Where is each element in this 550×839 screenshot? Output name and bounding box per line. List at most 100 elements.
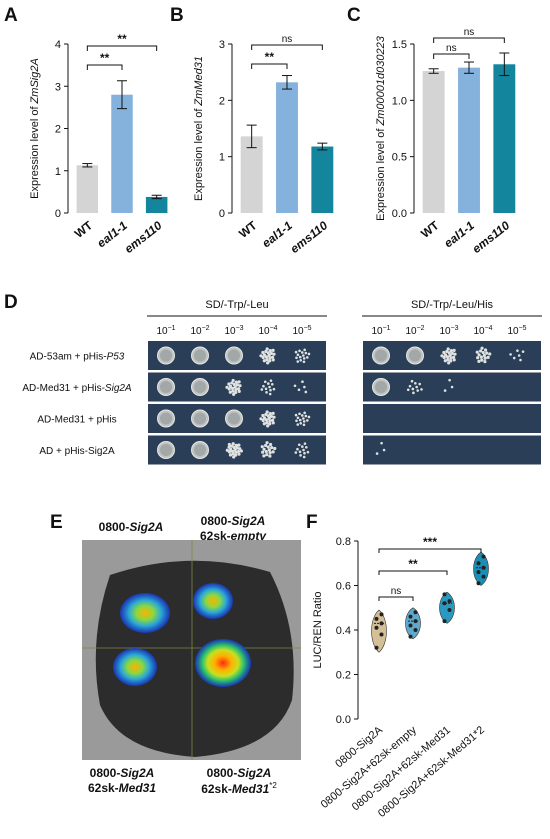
yeast-row-label-0: AD-53am + pHis-P53 (30, 352, 125, 363)
yeast-colony-dot (231, 389, 235, 393)
yeast-colony-dot (302, 448, 305, 452)
yeast-colony-dot (509, 353, 512, 356)
yeast-colony-dot (261, 450, 265, 454)
yeast-colony-dot (270, 382, 274, 386)
yeast-row-label-1: AD-Med31 + pHis-Sig2A (22, 383, 132, 394)
b-significance-label-1: ns (282, 34, 293, 45)
yeast-left-title: SD/-Trp/-Leu (205, 299, 268, 311)
yeast-colony-dot (443, 389, 447, 392)
yeast-colony-dot (406, 388, 410, 392)
yeast-colony-dot (230, 381, 234, 385)
yeast-colony-dot (420, 388, 423, 391)
yeast-colony-dot (297, 443, 301, 447)
b-bar-2 (311, 146, 334, 213)
a-y-tick-label: 0 (55, 208, 61, 220)
yeast-colony-dot (300, 445, 304, 448)
yeast-colony-dot (453, 352, 457, 356)
yeast-colony-dot (302, 360, 306, 364)
c-significance-label-0: ns (446, 43, 457, 54)
yeast-colony-dot (442, 355, 446, 360)
dilution-exponent: −4 (270, 325, 278, 332)
yeast-colony-dot (260, 388, 264, 391)
plate-strip-right-3 (363, 435, 541, 465)
b-significance-bracket-0 (251, 63, 288, 69)
dilution-exponent: −3 (451, 325, 459, 332)
yeast-colony-dot (445, 355, 450, 359)
yeast-colony-dot (268, 454, 272, 458)
yeast-colony-dot (230, 444, 234, 448)
c-y-tick-label: 1.5 (392, 39, 407, 51)
yeast-colony-dot (446, 347, 450, 351)
yeast-colony-dot (296, 447, 299, 451)
f-data-point (379, 632, 384, 637)
leaf-label-bottom-left: 0800-Sig2A 62sk-Med31 (87, 766, 157, 795)
b-significance-label-0: ** (265, 50, 275, 64)
dilution-exponent: −2 (202, 325, 210, 332)
yeast-colony-dot (264, 443, 268, 448)
b-significance-bracket-1 (251, 44, 323, 50)
yeast-colony-dot (446, 358, 450, 362)
yeast-colony-dot (517, 354, 521, 357)
yeast-row-label-gene: Sig2A (105, 383, 132, 394)
yeast-colony-dot (264, 449, 268, 454)
yeast-colony-dot (519, 358, 522, 362)
yeast-colony-spot-center (194, 349, 206, 362)
yeast-colony-dot (480, 358, 484, 362)
yeast-colony-dot (234, 380, 238, 384)
yeast-colony-dot (450, 385, 454, 389)
c-significance-label-1: ns (464, 27, 475, 38)
yeast-colony-dot (412, 391, 415, 395)
yeast-right-title: SD/-Trp/-Leu/His (411, 299, 494, 311)
f-significance-bracket-0 (378, 596, 414, 601)
yeast-colony-dot (265, 453, 269, 457)
yeast-colony-dot (271, 421, 275, 425)
f-y-tick-label: 0.8 (336, 536, 351, 548)
yeast-colony-dot (264, 412, 268, 417)
c-y-axis-label: Expression level of Zm00001d030223 (375, 35, 387, 221)
dilution-exponent: −5 (519, 325, 527, 332)
yeast-colony-dot (231, 442, 235, 446)
yeast-colony-dot (239, 449, 243, 453)
a-significance-bracket-1 (86, 45, 158, 51)
leaf-label-top-right: 0800-Sig2A 62sk-empty (199, 514, 267, 543)
yeast-colony-dot (264, 349, 268, 354)
yeast-colony-dot (418, 382, 421, 386)
yeast-colony-dot (236, 387, 241, 391)
yeast-colony-dot (479, 355, 483, 359)
c-y-tick-label: 0.0 (392, 208, 407, 220)
yeast-colony-dot (272, 415, 276, 419)
yeast-colony-dot (235, 446, 239, 450)
f-violin-0 (371, 609, 387, 653)
yeast-colony-dot (271, 411, 275, 416)
yeast-colony-dot (264, 387, 268, 391)
f-data-point (408, 623, 413, 628)
yeast-colony-dot (294, 451, 298, 454)
yeast-colony-dot (303, 442, 307, 445)
yeast-colony-dot (416, 389, 419, 392)
yeast-colony-dot (270, 418, 275, 422)
yeast-colony-dot (259, 354, 263, 358)
a-y-tick-label: 1 (55, 166, 61, 178)
plate-strip-right-0 (363, 341, 541, 370)
yeast-colony-dot (234, 387, 238, 392)
yeast-colony-dot (293, 384, 297, 388)
yeast-colony-dot (486, 355, 490, 359)
yeast-colony-dot (452, 348, 456, 353)
yeast-colony-dot (269, 414, 273, 418)
dilution-exponent: −1 (383, 325, 391, 332)
yeast-colony-dot (483, 356, 487, 360)
yeast-colony-spot-center (194, 444, 206, 456)
yeast-colony-dot (272, 387, 276, 391)
yeast-colony-dot (238, 447, 242, 451)
f-data-point (442, 601, 447, 606)
dilution-exponent: −5 (304, 325, 312, 332)
plate-strip-right-2 (363, 404, 541, 433)
yeast-colony-dot (306, 419, 309, 422)
yeast-colony-spot-center (194, 381, 206, 393)
yeast-colony-dot (262, 454, 266, 458)
yeast-colony-dot (302, 357, 306, 360)
luminescence-spot-bottom-left (113, 648, 157, 686)
yeast-colony-dot (228, 453, 233, 457)
